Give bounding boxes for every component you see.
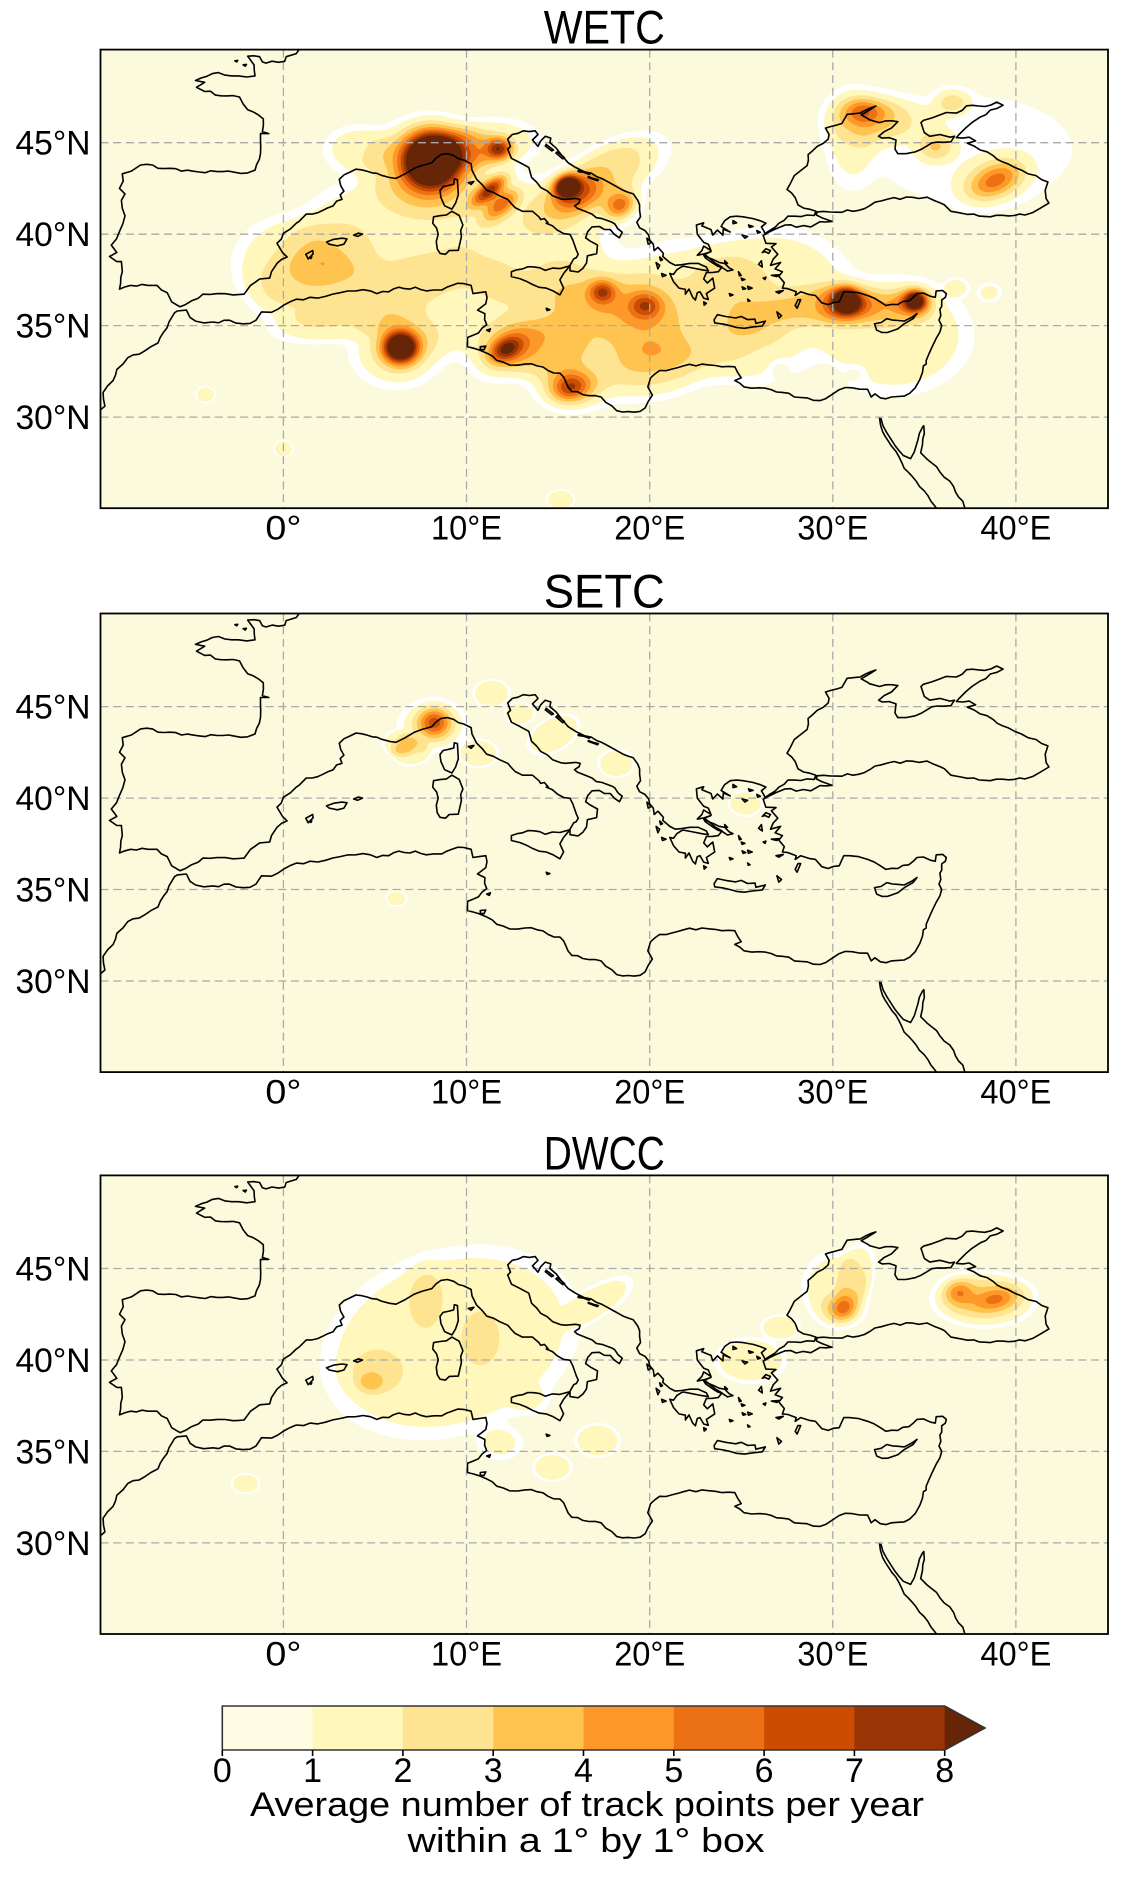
svg-text:10°E: 10°E — [431, 1636, 502, 1674]
svg-text:SETC: SETC — [544, 566, 665, 619]
svg-text:40°E: 40°E — [980, 510, 1051, 548]
svg-text:0°: 0° — [265, 1636, 301, 1674]
svg-text:0°: 0° — [265, 510, 301, 548]
svg-text:30°N: 30°N — [16, 399, 91, 437]
svg-text:within a 1° by 1° box: within a 1° by 1° box — [406, 1822, 764, 1860]
svg-text:2: 2 — [393, 1752, 412, 1790]
svg-text:Average number of track points: Average number of track points per year — [250, 1786, 924, 1824]
svg-text:0°: 0° — [265, 1074, 301, 1112]
svg-text:0: 0 — [213, 1752, 232, 1790]
svg-text:10°E: 10°E — [431, 510, 502, 548]
svg-text:45°N: 45°N — [16, 125, 91, 163]
svg-text:WETC: WETC — [544, 2, 665, 55]
svg-text:40°N: 40°N — [16, 216, 91, 254]
svg-text:3: 3 — [484, 1752, 503, 1790]
svg-text:35°N: 35°N — [16, 308, 91, 346]
svg-text:30°N: 30°N — [16, 963, 91, 1001]
svg-text:7: 7 — [845, 1752, 864, 1790]
svg-text:30°N: 30°N — [16, 1525, 91, 1563]
svg-text:40°N: 40°N — [16, 780, 91, 818]
svg-text:40°N: 40°N — [16, 1342, 91, 1380]
svg-text:6: 6 — [755, 1752, 774, 1790]
svg-text:40°E: 40°E — [980, 1636, 1051, 1674]
svg-text:45°N: 45°N — [16, 689, 91, 727]
svg-text:35°N: 35°N — [16, 872, 91, 910]
svg-text:20°E: 20°E — [614, 510, 685, 548]
svg-text:35°N: 35°N — [16, 1433, 91, 1471]
svg-text:30°E: 30°E — [797, 510, 868, 548]
svg-text:8: 8 — [935, 1752, 954, 1790]
svg-text:30°E: 30°E — [797, 1074, 868, 1112]
svg-text:DWCC: DWCC — [544, 1127, 665, 1180]
svg-text:20°E: 20°E — [614, 1074, 685, 1112]
svg-text:10°E: 10°E — [431, 1074, 502, 1112]
svg-text:45°N: 45°N — [16, 1251, 91, 1289]
svg-text:1: 1 — [303, 1752, 322, 1790]
svg-text:30°E: 30°E — [797, 1636, 868, 1674]
svg-text:4: 4 — [574, 1752, 593, 1790]
svg-text:20°E: 20°E — [614, 1636, 685, 1674]
svg-text:40°E: 40°E — [980, 1074, 1051, 1112]
svg-text:5: 5 — [664, 1752, 683, 1790]
